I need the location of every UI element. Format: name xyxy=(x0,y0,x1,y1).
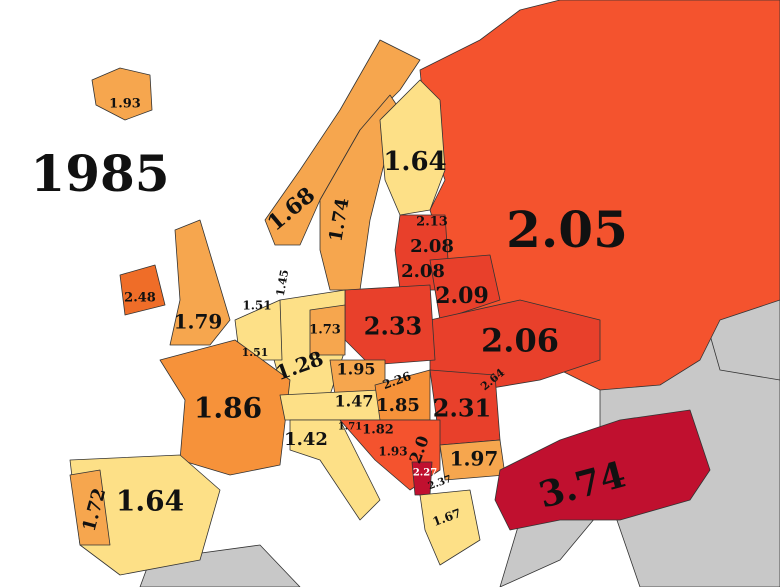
country-value: 2.05 xyxy=(506,200,628,259)
greece xyxy=(419,489,481,566)
country-value: 1.86 xyxy=(194,392,262,425)
iceland xyxy=(91,67,153,121)
country-value: 1.97 xyxy=(450,447,499,471)
country-value: 1.93 xyxy=(378,445,407,459)
country-value: 1.64 xyxy=(116,485,184,518)
finland xyxy=(379,79,446,216)
country-value: 1.93 xyxy=(109,97,141,112)
belarus xyxy=(429,254,501,321)
country-value: 2.27 xyxy=(413,468,437,479)
country-value: 1.45 xyxy=(274,269,291,298)
uk xyxy=(169,219,231,346)
ireland xyxy=(119,264,166,316)
country-value: 1.95 xyxy=(337,360,376,379)
land-shapes xyxy=(69,0,780,587)
grey-land xyxy=(139,544,301,587)
country-value: 1.47 xyxy=(335,392,374,411)
country-value: 1.73 xyxy=(309,323,341,338)
country-value: 1.71 xyxy=(338,422,362,433)
country-value: 1.51 xyxy=(242,346,269,359)
country-value: 2.08 xyxy=(401,261,445,282)
country-value: 1.82 xyxy=(362,423,394,438)
country-value: 2.06 xyxy=(481,322,559,360)
norway xyxy=(264,39,421,246)
country-value: 2.48 xyxy=(124,291,156,306)
country-value: 1.85 xyxy=(376,395,420,416)
sweden xyxy=(319,94,401,291)
turkey xyxy=(494,409,711,531)
country-value: 2.08 xyxy=(410,236,454,257)
country-value: 2.33 xyxy=(364,312,422,341)
country-value: 1.79 xyxy=(174,310,223,334)
france xyxy=(159,339,291,476)
country-value: 2.09 xyxy=(435,283,489,309)
country-value: 1.51 xyxy=(242,299,271,313)
country-value: 1.42 xyxy=(284,429,328,450)
country-value: 2.13 xyxy=(416,215,448,230)
year-title: 1985 xyxy=(30,144,169,203)
country-value: 1.64 xyxy=(383,147,446,177)
portugal xyxy=(69,469,111,546)
east-germany xyxy=(309,304,346,356)
country-value: 2.31 xyxy=(433,394,491,423)
